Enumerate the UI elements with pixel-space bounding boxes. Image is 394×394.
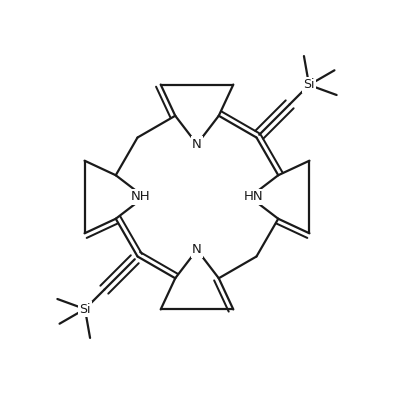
Text: NH: NH [130,191,150,203]
Text: N: N [192,243,202,256]
Text: HN: HN [244,191,264,203]
Text: Si: Si [303,78,315,91]
Text: Si: Si [79,303,91,316]
Text: N: N [192,138,202,151]
